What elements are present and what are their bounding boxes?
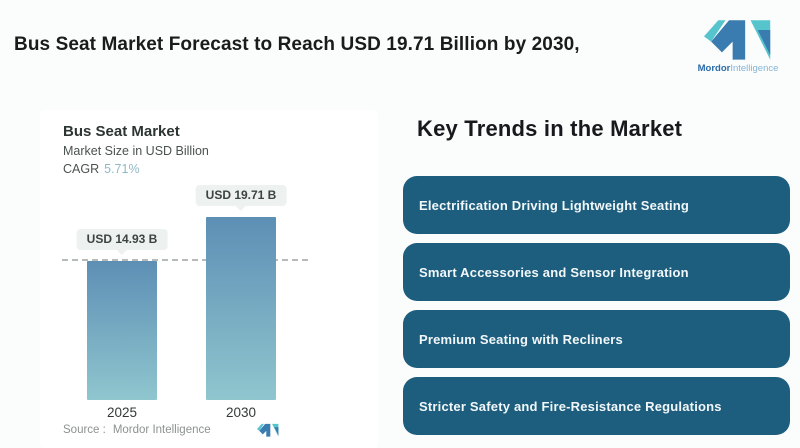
trend-label: Premium Seating with Recliners	[419, 331, 623, 347]
trends-heading: Key Trends in the Market	[417, 116, 683, 141]
trend-box-premium-seating: Premium Seating with Recliners	[403, 310, 790, 368]
brand-name-light: Intelligence	[730, 63, 779, 74]
trend-label: Stricter Safety and Fire-Resistance Regu…	[419, 398, 722, 414]
trend-box-smart-accessories: Smart Accessories and Sensor Integration	[403, 243, 790, 301]
cagr-value: 5.71%	[104, 162, 140, 176]
cagr-label: CAGR	[63, 162, 100, 176]
bar-value-label-2030: USD 19.71 B	[195, 184, 287, 206]
trend-label: Electrification Driving Lightweight Seat…	[419, 197, 690, 213]
brand-logo: MordorIntelligence	[690, 18, 786, 74]
chart-subtitle: Market Size in USD Billion	[63, 144, 209, 158]
x-tick-2025: 2025	[106, 405, 138, 420]
reference-line	[62, 259, 308, 262]
source-label: Source :	[63, 424, 106, 436]
page-title: Bus Seat Market Forecast to Reach USD 19…	[14, 34, 580, 55]
chart-cagr: CAGR 5.71%	[63, 162, 140, 176]
source-note: Source : Mordor Intelligence	[63, 424, 211, 436]
trend-box-electrification: Electrification Driving Lightweight Seat…	[403, 176, 790, 234]
bar-2025	[87, 261, 157, 400]
mordor-intelligence-mini-logo-icon	[257, 423, 279, 442]
mordor-intelligence-logo-icon	[704, 20, 771, 60]
chart-title: Bus Seat Market	[63, 123, 180, 140]
bar-chart: USD 14.93 B USD 19.71 B 2025 2030	[62, 170, 308, 420]
bar-2030	[206, 216, 276, 400]
trend-label: Smart Accessories and Sensor Integration	[419, 264, 689, 280]
source-value: Mordor Intelligence	[112, 424, 211, 436]
trend-box-safety-regulations: Stricter Safety and Fire-Resistance Regu…	[403, 377, 790, 435]
brand-name: MordorIntelligence	[690, 63, 786, 74]
x-tick-2030: 2030	[225, 405, 257, 420]
bar-value-label-2025: USD 14.93 B	[76, 229, 168, 251]
brand-name-bold: Mordor	[697, 63, 731, 74]
